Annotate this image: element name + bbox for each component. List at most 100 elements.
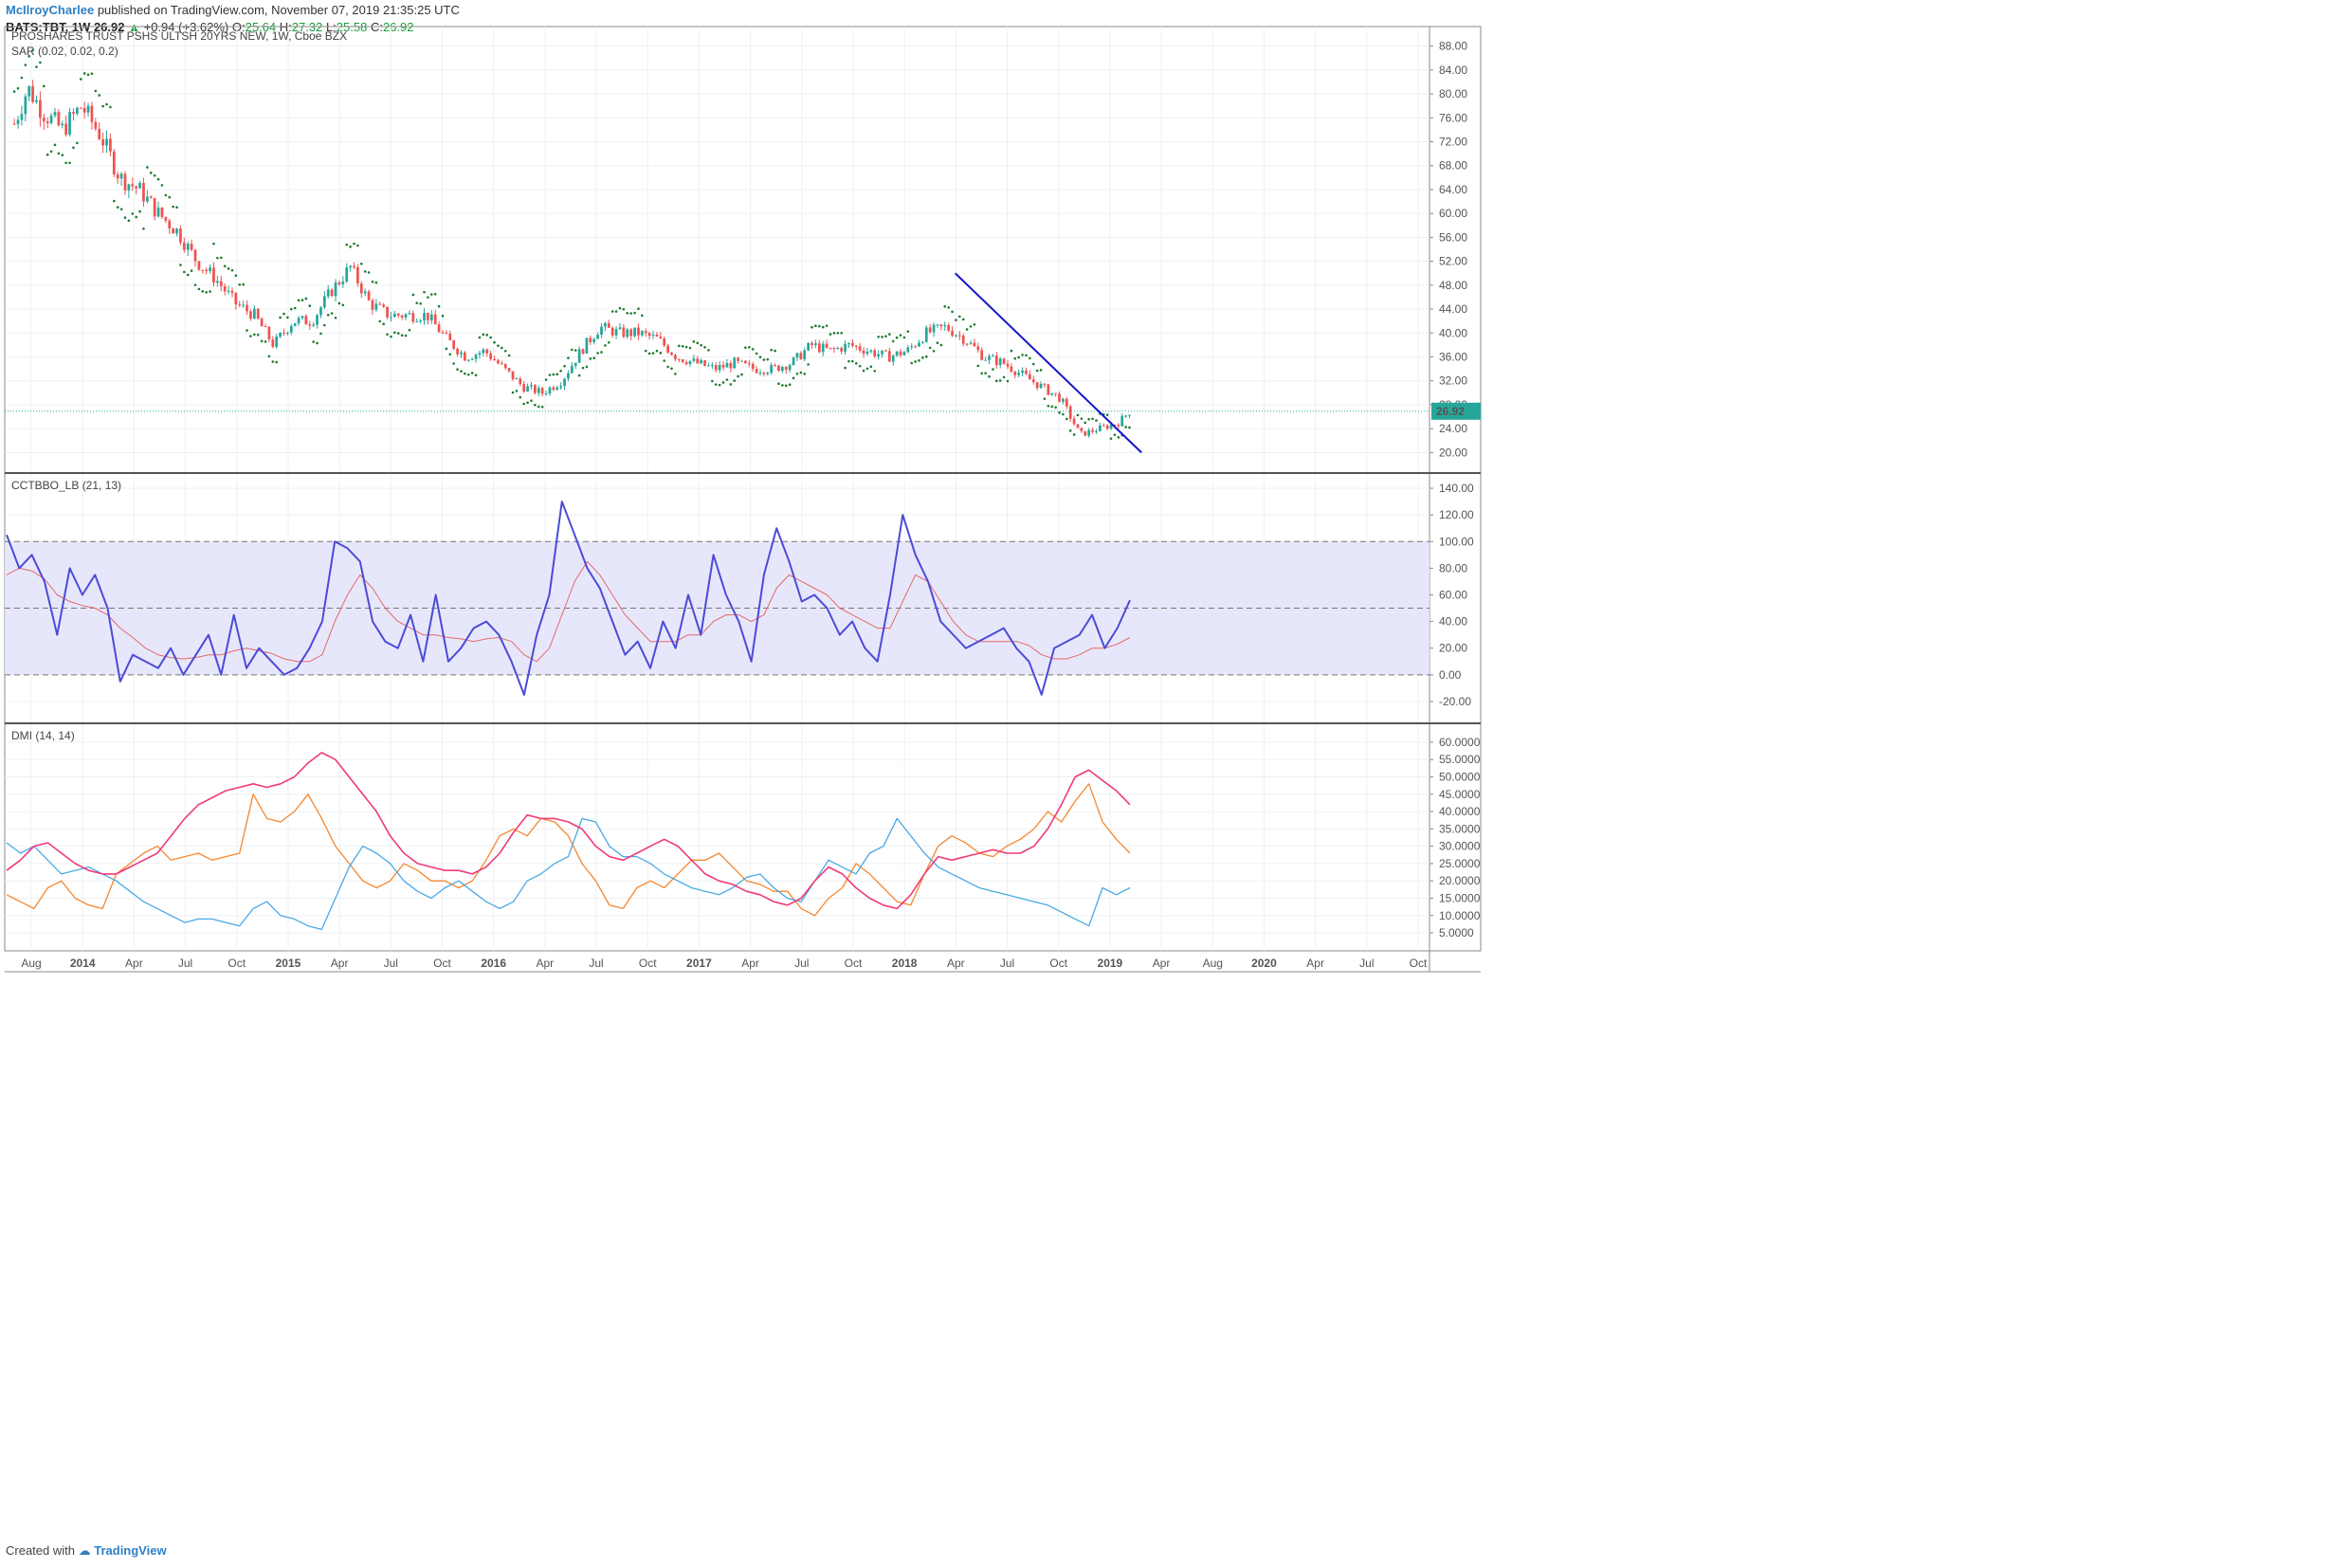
sar-dot [836,331,840,335]
candle [42,118,46,121]
sar-dot [437,304,441,308]
y-tick-label: 120.00 [1439,508,1474,521]
sar-dot [227,267,230,270]
candle [131,184,135,187]
candle [555,387,559,391]
sar-dot [293,306,297,310]
sar-dot [497,344,500,348]
sar-dot [677,344,681,348]
candle [182,242,186,250]
candle [49,115,53,123]
author-link[interactable]: McIlroyCharlee [6,3,95,17]
candle [799,353,803,360]
x-tick-label: Apr [741,957,759,970]
sar-dot [1117,436,1120,439]
sar-dot [466,373,470,376]
sar-dot [323,323,326,327]
sar-dot [526,401,529,405]
candle [156,207,160,217]
candle [766,373,770,374]
candle [596,335,599,339]
candle [223,285,227,292]
sar-dot [818,324,821,328]
sar-dot [415,301,419,304]
sar-dot [205,291,208,294]
candle [24,96,27,115]
candle [386,306,389,318]
candle [1128,414,1131,416]
created-with-text: Created with [6,1543,75,1558]
sar-dot [1128,426,1131,429]
candle [777,365,780,372]
candle [980,350,984,360]
sar-dot [31,48,34,52]
sar-dot [172,205,174,209]
candle [1054,392,1057,394]
y-tick-label: 88.00 [1439,40,1467,53]
x-tick-label: 2016 [481,957,506,970]
sar-dot [474,374,478,377]
sar-dot [766,357,770,361]
last-price-tag [1431,402,1481,420]
candle [563,378,566,387]
candle [57,112,61,126]
y-tick-label: 24.00 [1439,422,1467,435]
candle [238,304,242,306]
candle [64,123,68,135]
candle [552,387,555,391]
sar-dot [175,206,178,210]
x-tick-label: Jul [1359,957,1374,970]
candle [614,329,618,336]
candle [526,386,529,392]
sar-dot [1065,417,1068,421]
sar-dot [489,336,492,339]
sar-dot [522,402,525,406]
candle [46,120,49,123]
candle [721,364,725,368]
y-tick-label: 40.0000 [1439,805,1481,818]
sar-dot [659,352,663,355]
candle [847,342,850,344]
sar-dot [744,346,747,349]
candle [534,385,537,393]
candle [957,335,961,337]
candle [600,326,603,336]
candle [1035,382,1039,389]
sar-dot [337,301,341,305]
sar-dot [230,268,234,272]
candle [466,359,470,361]
sar-dot [441,314,445,318]
di-plus-line [6,817,1131,931]
sar-dot [1105,413,1109,416]
sar-dot [1013,356,1017,360]
candle [308,324,312,326]
candle [881,350,883,355]
candle [16,119,20,124]
candle [973,342,976,347]
sar-dot [76,141,79,145]
candle [540,388,544,394]
sar-dot [758,356,762,358]
sar-dot [555,373,559,376]
sar-dot [149,172,153,174]
sar-dot [1072,433,1076,436]
candle [570,365,574,374]
candle [470,358,474,360]
sar-dot [113,199,116,203]
candle [334,282,337,297]
x-tick-label: Aug [1203,957,1223,970]
sar-dot [729,383,733,386]
candle [1099,425,1102,431]
sar-dot [958,315,961,319]
tradingview-brand[interactable]: TradingView [94,1543,167,1558]
candle [788,365,792,371]
sar-dot [873,370,877,373]
sar-dot [995,379,998,383]
candle [135,186,138,189]
sar-dot [345,243,349,246]
sar-dot [127,219,131,223]
candle [921,341,924,343]
sar-dot [493,340,496,344]
candle [851,342,854,346]
